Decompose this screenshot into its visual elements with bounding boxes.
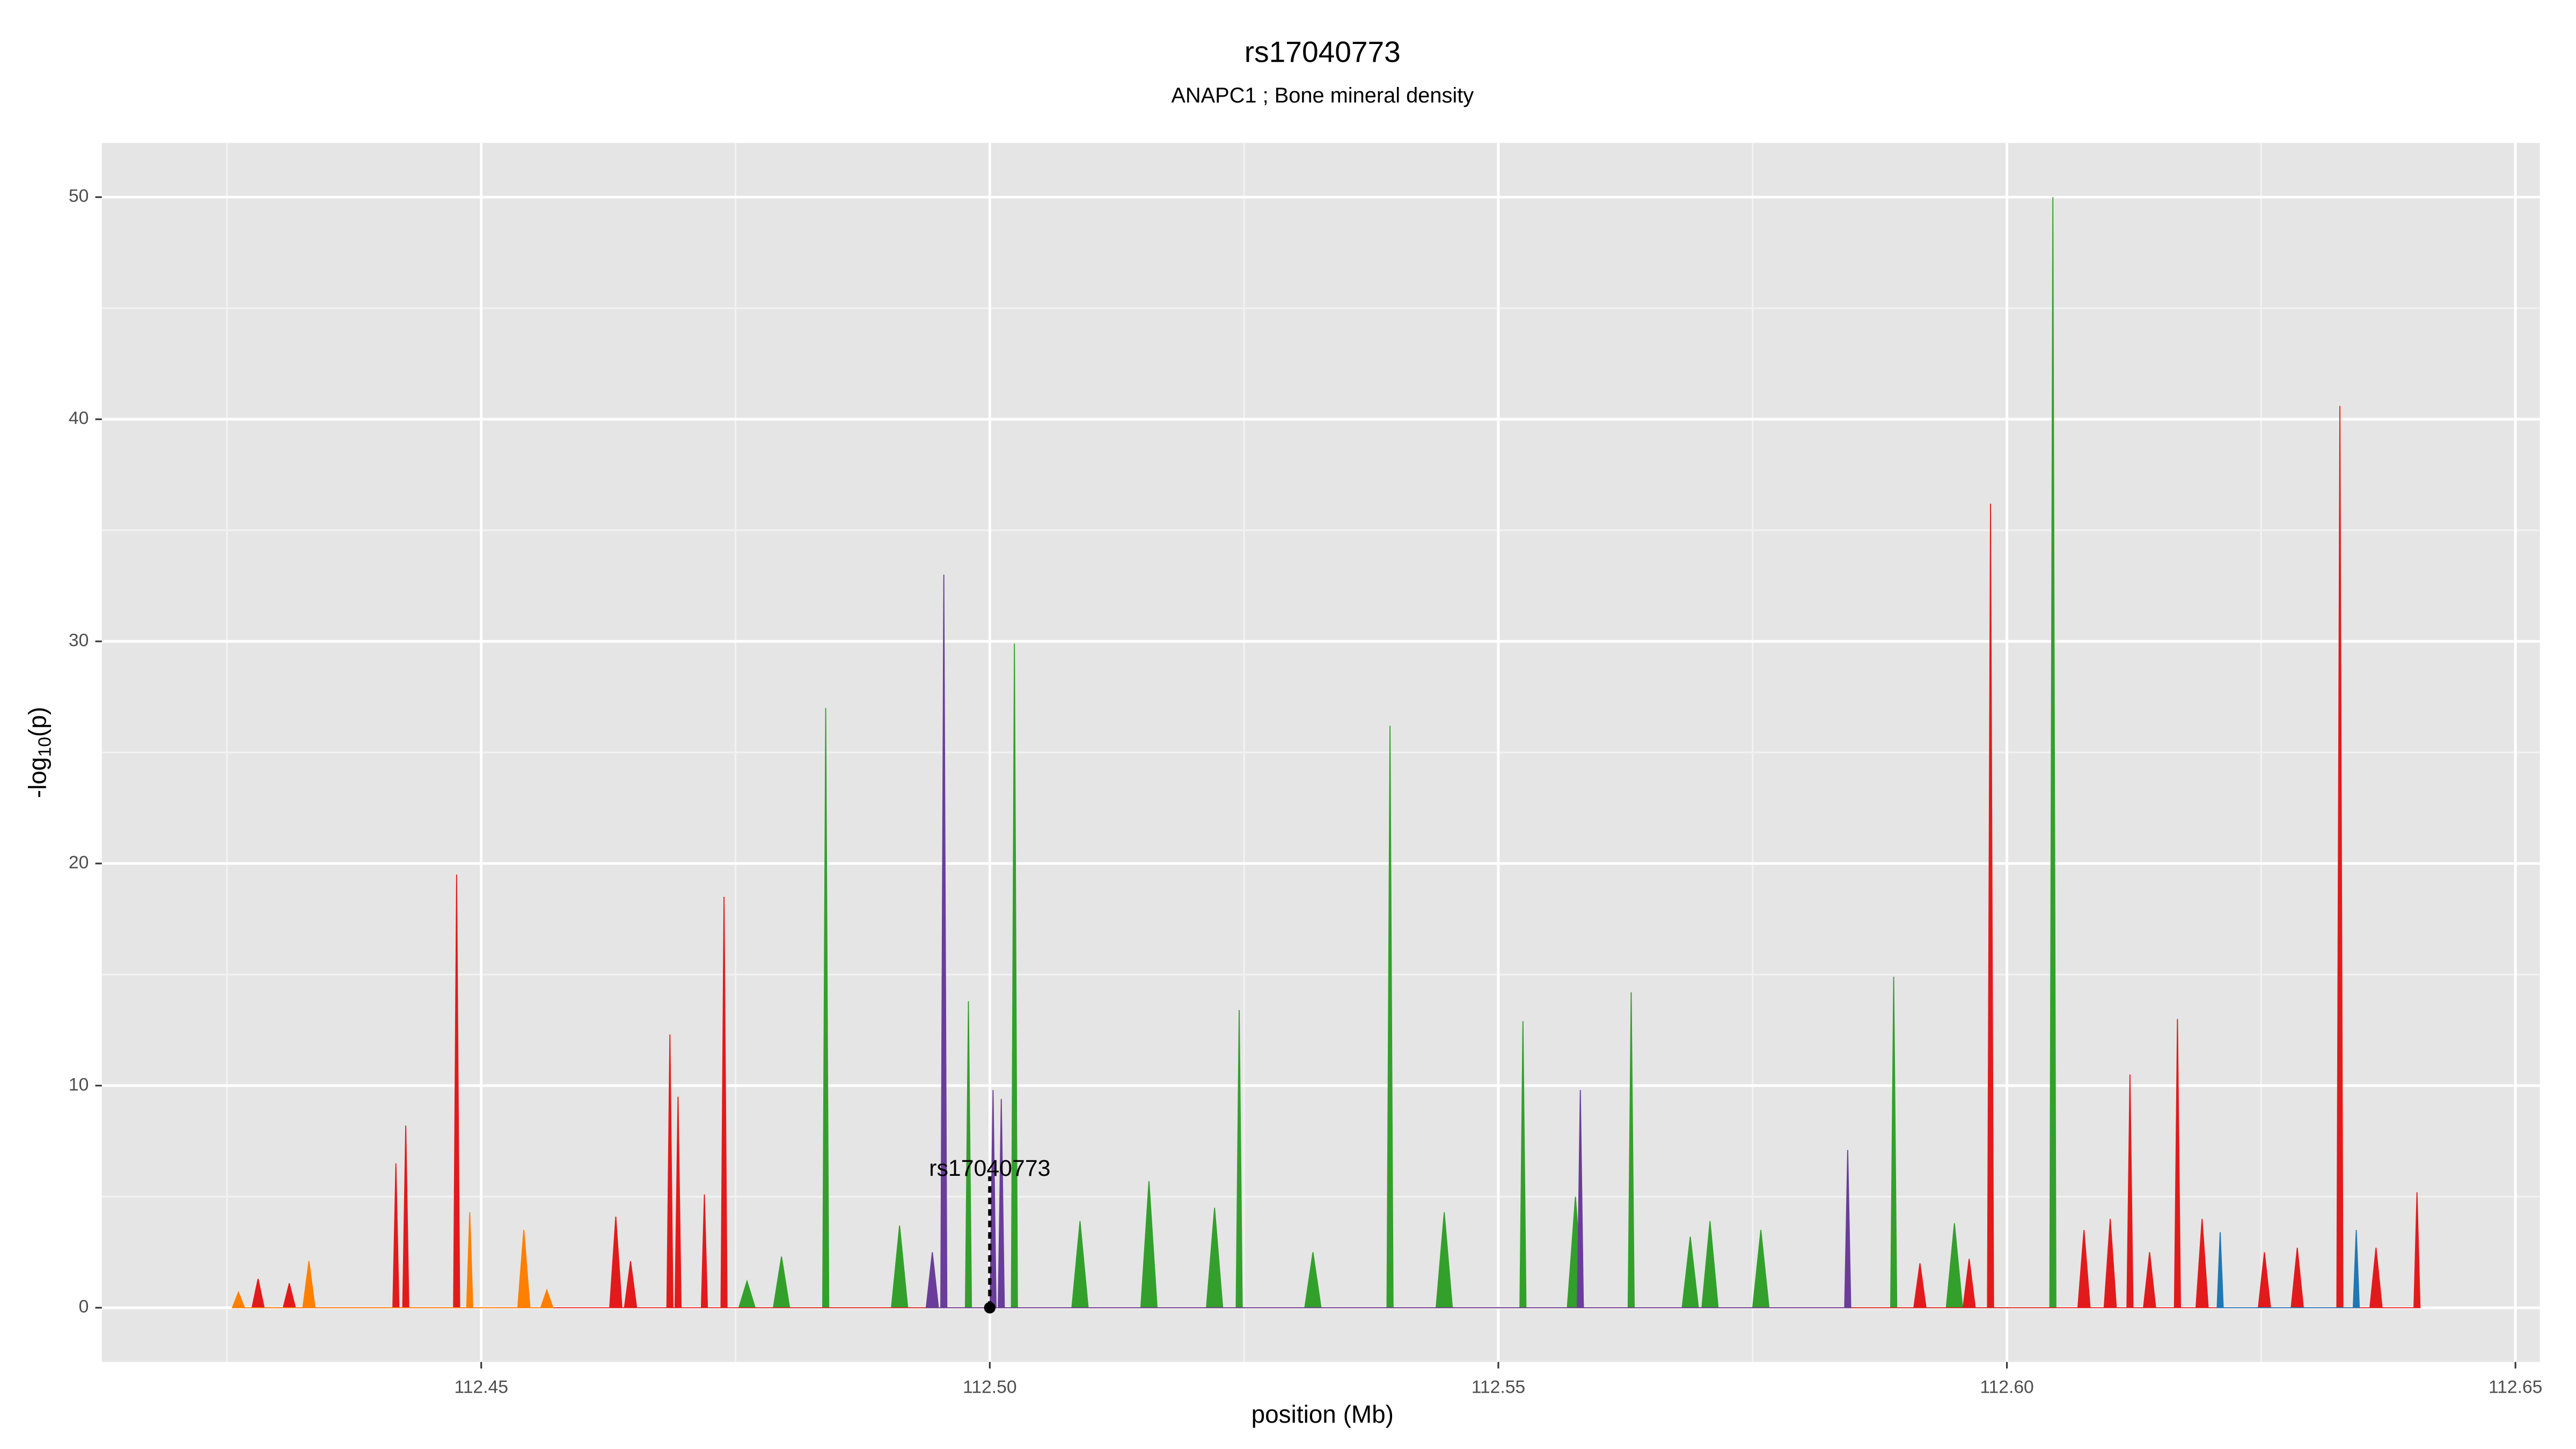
area bbox=[231, 1212, 554, 1308]
annotation-point bbox=[984, 1302, 996, 1314]
y-tick-label: 20 bbox=[69, 853, 89, 873]
x-tick-label: 112.45 bbox=[454, 1378, 508, 1397]
marks bbox=[231, 197, 2421, 1308]
x-tick-label: 112.60 bbox=[1980, 1378, 2033, 1397]
chart-subtitle: ANAPC1 ; Bone mineral density bbox=[1171, 84, 1474, 107]
area bbox=[2216, 1230, 2360, 1308]
y-axis-title-part: (p) bbox=[24, 707, 52, 737]
chart-title: rs17040773 bbox=[1245, 35, 1401, 69]
x-tick-label: 112.55 bbox=[1472, 1378, 1525, 1397]
y-tick-label: 50 bbox=[69, 186, 89, 206]
y-tick-label: 10 bbox=[69, 1075, 89, 1095]
y-axis-title: -log10(p) bbox=[24, 707, 55, 798]
x-tick-label: 112.65 bbox=[2489, 1378, 2542, 1397]
y-tick-label: 0 bbox=[79, 1297, 89, 1317]
y-tick-label: 40 bbox=[69, 408, 89, 428]
area bbox=[925, 574, 1851, 1308]
y-axis-title-part: -log bbox=[24, 757, 52, 799]
y-tick-label: 30 bbox=[69, 631, 89, 650]
y-axis-title-subscript: 10 bbox=[35, 737, 55, 757]
x-tick-label: 112.50 bbox=[963, 1378, 1016, 1397]
annotation-label: rs17040773 bbox=[929, 1155, 1050, 1181]
x-axis-title: position (Mb) bbox=[1252, 1400, 1394, 1428]
